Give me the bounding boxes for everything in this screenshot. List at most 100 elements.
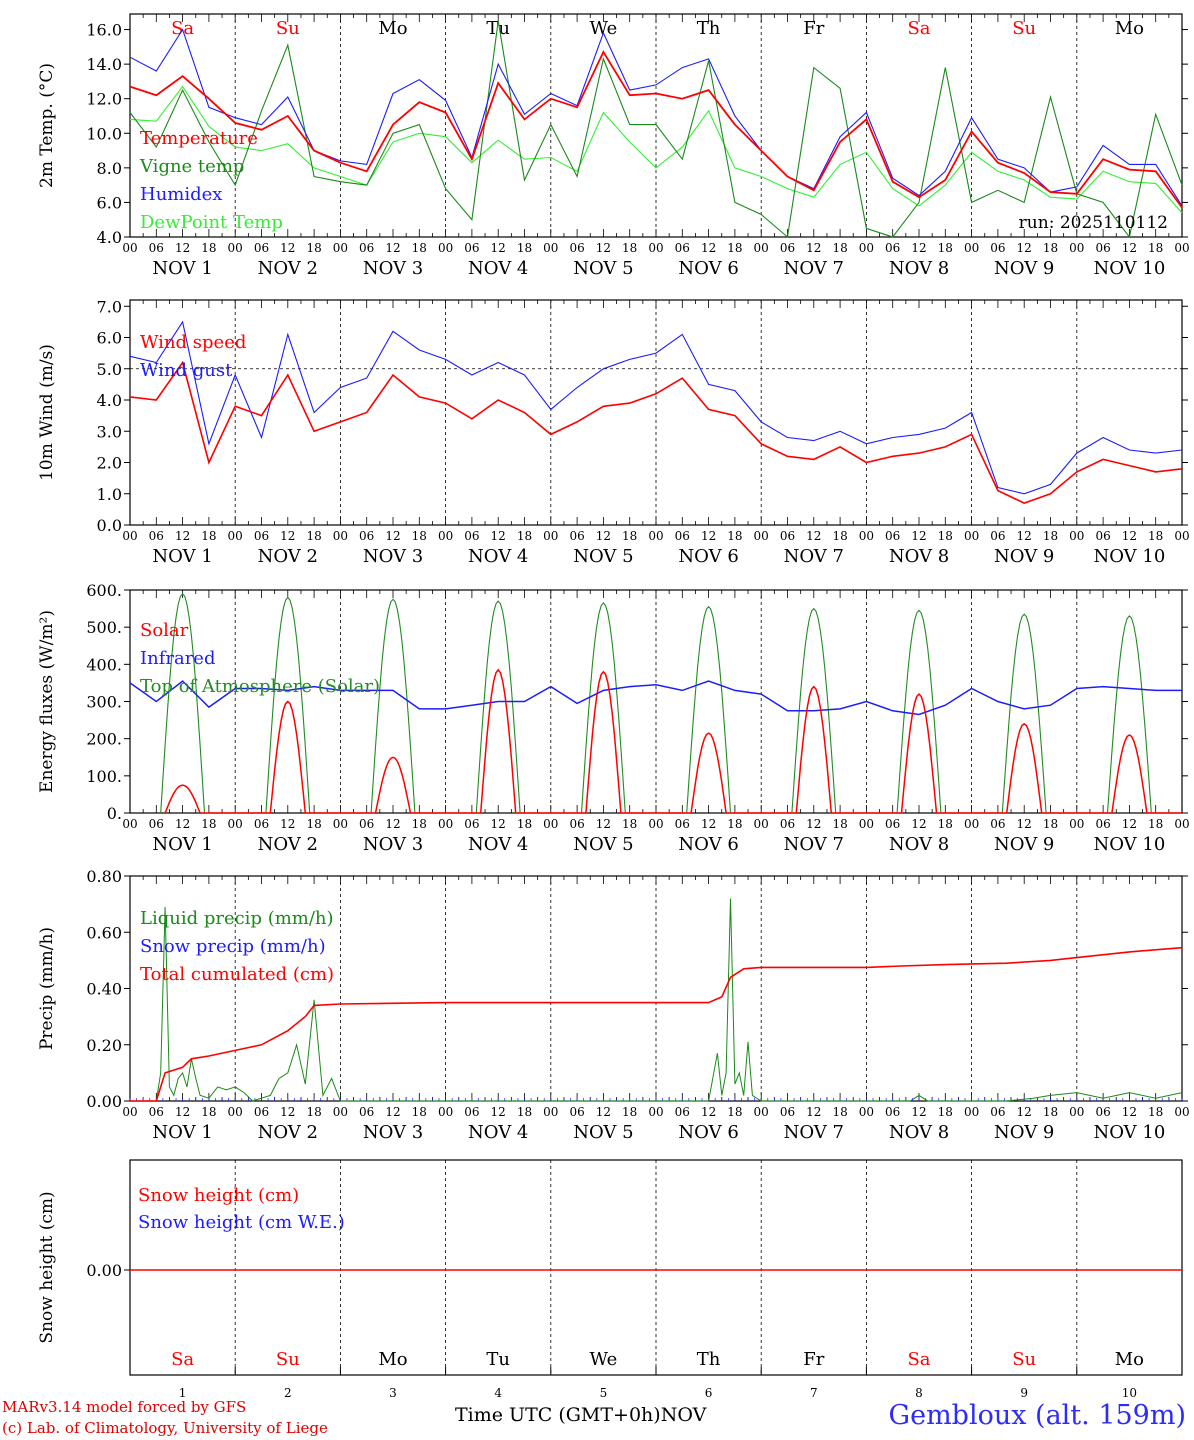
hour-tick-label: 00 (438, 529, 453, 543)
date-label: NOV 6 (678, 546, 738, 567)
date-label: NOV 4 (468, 834, 528, 855)
date-label: NOV 9 (994, 258, 1054, 279)
y-tick-label: 6.0 (97, 193, 122, 212)
hour-tick-label: 06 (675, 529, 690, 543)
hour-tick-label: 18 (412, 241, 427, 255)
hour-tick-label: 00 (438, 817, 453, 831)
hour-tick-label: 18 (622, 817, 637, 831)
date-label: NOV 6 (678, 1122, 738, 1143)
hour-tick-label: 00 (543, 817, 558, 831)
date-label: NOV 5 (573, 546, 633, 567)
hour-tick-label: 12 (806, 817, 821, 831)
hour-tick-label: 06 (254, 1105, 269, 1119)
hour-tick-label: 12 (1122, 817, 1137, 831)
y-tick-label: 100. (86, 767, 122, 786)
hour-tick-label: 00 (648, 241, 663, 255)
hour-tick-label: 06 (990, 529, 1005, 543)
hour-tick-label: 18 (306, 529, 321, 543)
legend-entry: Total cumulated (cm) (140, 964, 334, 985)
hour-tick-label: 18 (832, 1105, 847, 1119)
hour-tick-label: 18 (622, 1105, 637, 1119)
hour-tick-label: 18 (938, 817, 953, 831)
hour-tick-label: 06 (149, 817, 164, 831)
y-axis-label: 10m Wind (m/s) (37, 344, 57, 481)
panel-snow: Snow height (cm) 0.00 Snow height (cm) Snow… (37, 1159, 1183, 1400)
panel-energy: Energy fluxes (W/m²) 0. 100. 200. 300. 400. 50… (37, 581, 1190, 855)
hour-tick-label: 00 (438, 1105, 453, 1119)
day-number: 7 (810, 1386, 818, 1400)
hour-tick-label: 06 (569, 529, 584, 543)
date-label: NOV 2 (258, 1122, 318, 1143)
hour-tick-label: 12 (1017, 529, 1032, 543)
hour-tick-label: 06 (464, 529, 479, 543)
hour-tick-label: 18 (517, 529, 532, 543)
hour-tick-label: 00 (648, 1105, 663, 1119)
meteogram-chart: 2m Temp. (°C)4.06.08.010.012.014.016.000… (37, 13, 1190, 1400)
date-label: NOV 7 (784, 258, 844, 279)
weekday-label: Tu (486, 18, 510, 39)
panel-temp: 2m Temp. (°C) 4.0 6.0 8.0 10.0 12.0 14.0 16.0 00… (37, 13, 1190, 279)
hour-tick-label: 12 (280, 817, 295, 831)
hour-tick-label: 12 (491, 241, 506, 255)
legend-entry: Liquid precip (mm/h) (140, 908, 334, 929)
hour-tick-label: 06 (569, 1105, 584, 1119)
hour-tick-label: 18 (938, 529, 953, 543)
date-label: NOV 4 (468, 1122, 528, 1143)
legend-entry: Humidex (140, 184, 222, 205)
hour-tick-label: 06 (1095, 1105, 1110, 1119)
y-tick-label: 14.0 (86, 55, 122, 74)
y-tick-label: 500. (86, 618, 122, 637)
hour-tick-label: 00 (859, 529, 874, 543)
hour-tick-label: 12 (596, 529, 611, 543)
hour-tick-label: 06 (254, 241, 269, 255)
weekday-label: Mo (1115, 1349, 1144, 1370)
y-tick-label: 200. (86, 730, 122, 749)
date-label: NOV 6 (678, 834, 738, 855)
y-tick-label: 0. (107, 804, 122, 823)
hour-tick-label: 18 (306, 241, 321, 255)
weekday-label: Su (1012, 18, 1036, 39)
hour-tick-label: 12 (1017, 241, 1032, 255)
hour-tick-label: 12 (491, 817, 506, 831)
hour-tick-label: 18 (727, 529, 742, 543)
series-wind-gust (129, 320, 1183, 495)
date-label: NOV 8 (889, 1122, 949, 1143)
series-total-cumulated-cm- (130, 946, 1183, 1102)
hour-tick-label: 06 (780, 817, 795, 831)
weekday-label: Su (1012, 1349, 1036, 1370)
weekday-label: Th (697, 18, 721, 39)
hour-tick-label: 18 (1148, 817, 1163, 831)
date-label: NOV 3 (363, 546, 423, 567)
hour-tick-label: 06 (885, 1105, 900, 1119)
hour-tick-label: 12 (175, 241, 190, 255)
date-label: NOV 8 (889, 546, 949, 567)
y-tick-label: 10.0 (86, 124, 122, 143)
hour-tick-label: 00 (228, 529, 243, 543)
hour-tick-label: 12 (806, 241, 821, 255)
hour-tick-label: 00 (1069, 529, 1084, 543)
y-tick-label: 600. (86, 581, 122, 600)
hour-tick-label: 00 (1174, 241, 1189, 255)
weekday-label: Tu (486, 1349, 510, 1370)
hour-tick-label: 00 (228, 1105, 243, 1119)
series-top-of-atmosphere (160, 592, 1182, 814)
y-tick-label: 0.00 (86, 1092, 122, 1111)
series-dewpoint-temp (129, 85, 1183, 214)
day-number: 3 (389, 1386, 397, 1400)
date-label: NOV 3 (363, 1122, 423, 1143)
hour-tick-label: 12 (911, 529, 926, 543)
series-infrared (129, 680, 1182, 716)
hour-tick-label: 18 (938, 241, 953, 255)
date-label: NOV 1 (152, 546, 212, 567)
weekday-label: Mo (378, 1349, 407, 1370)
hour-tick-label: 00 (964, 817, 979, 831)
y-tick-label: 8.0 (97, 159, 122, 178)
legend-entry: DewPoint Temp (140, 212, 283, 233)
y-tick-label: 4.0 (97, 228, 122, 247)
hour-tick-label: 00 (333, 241, 348, 255)
hour-tick-label: 18 (1148, 529, 1163, 543)
hour-tick-label: 00 (648, 529, 663, 543)
y-tick-label: 0.0 (97, 516, 122, 535)
hour-tick-label: 00 (1174, 1105, 1189, 1119)
y-tick-label: 400. (86, 655, 122, 674)
